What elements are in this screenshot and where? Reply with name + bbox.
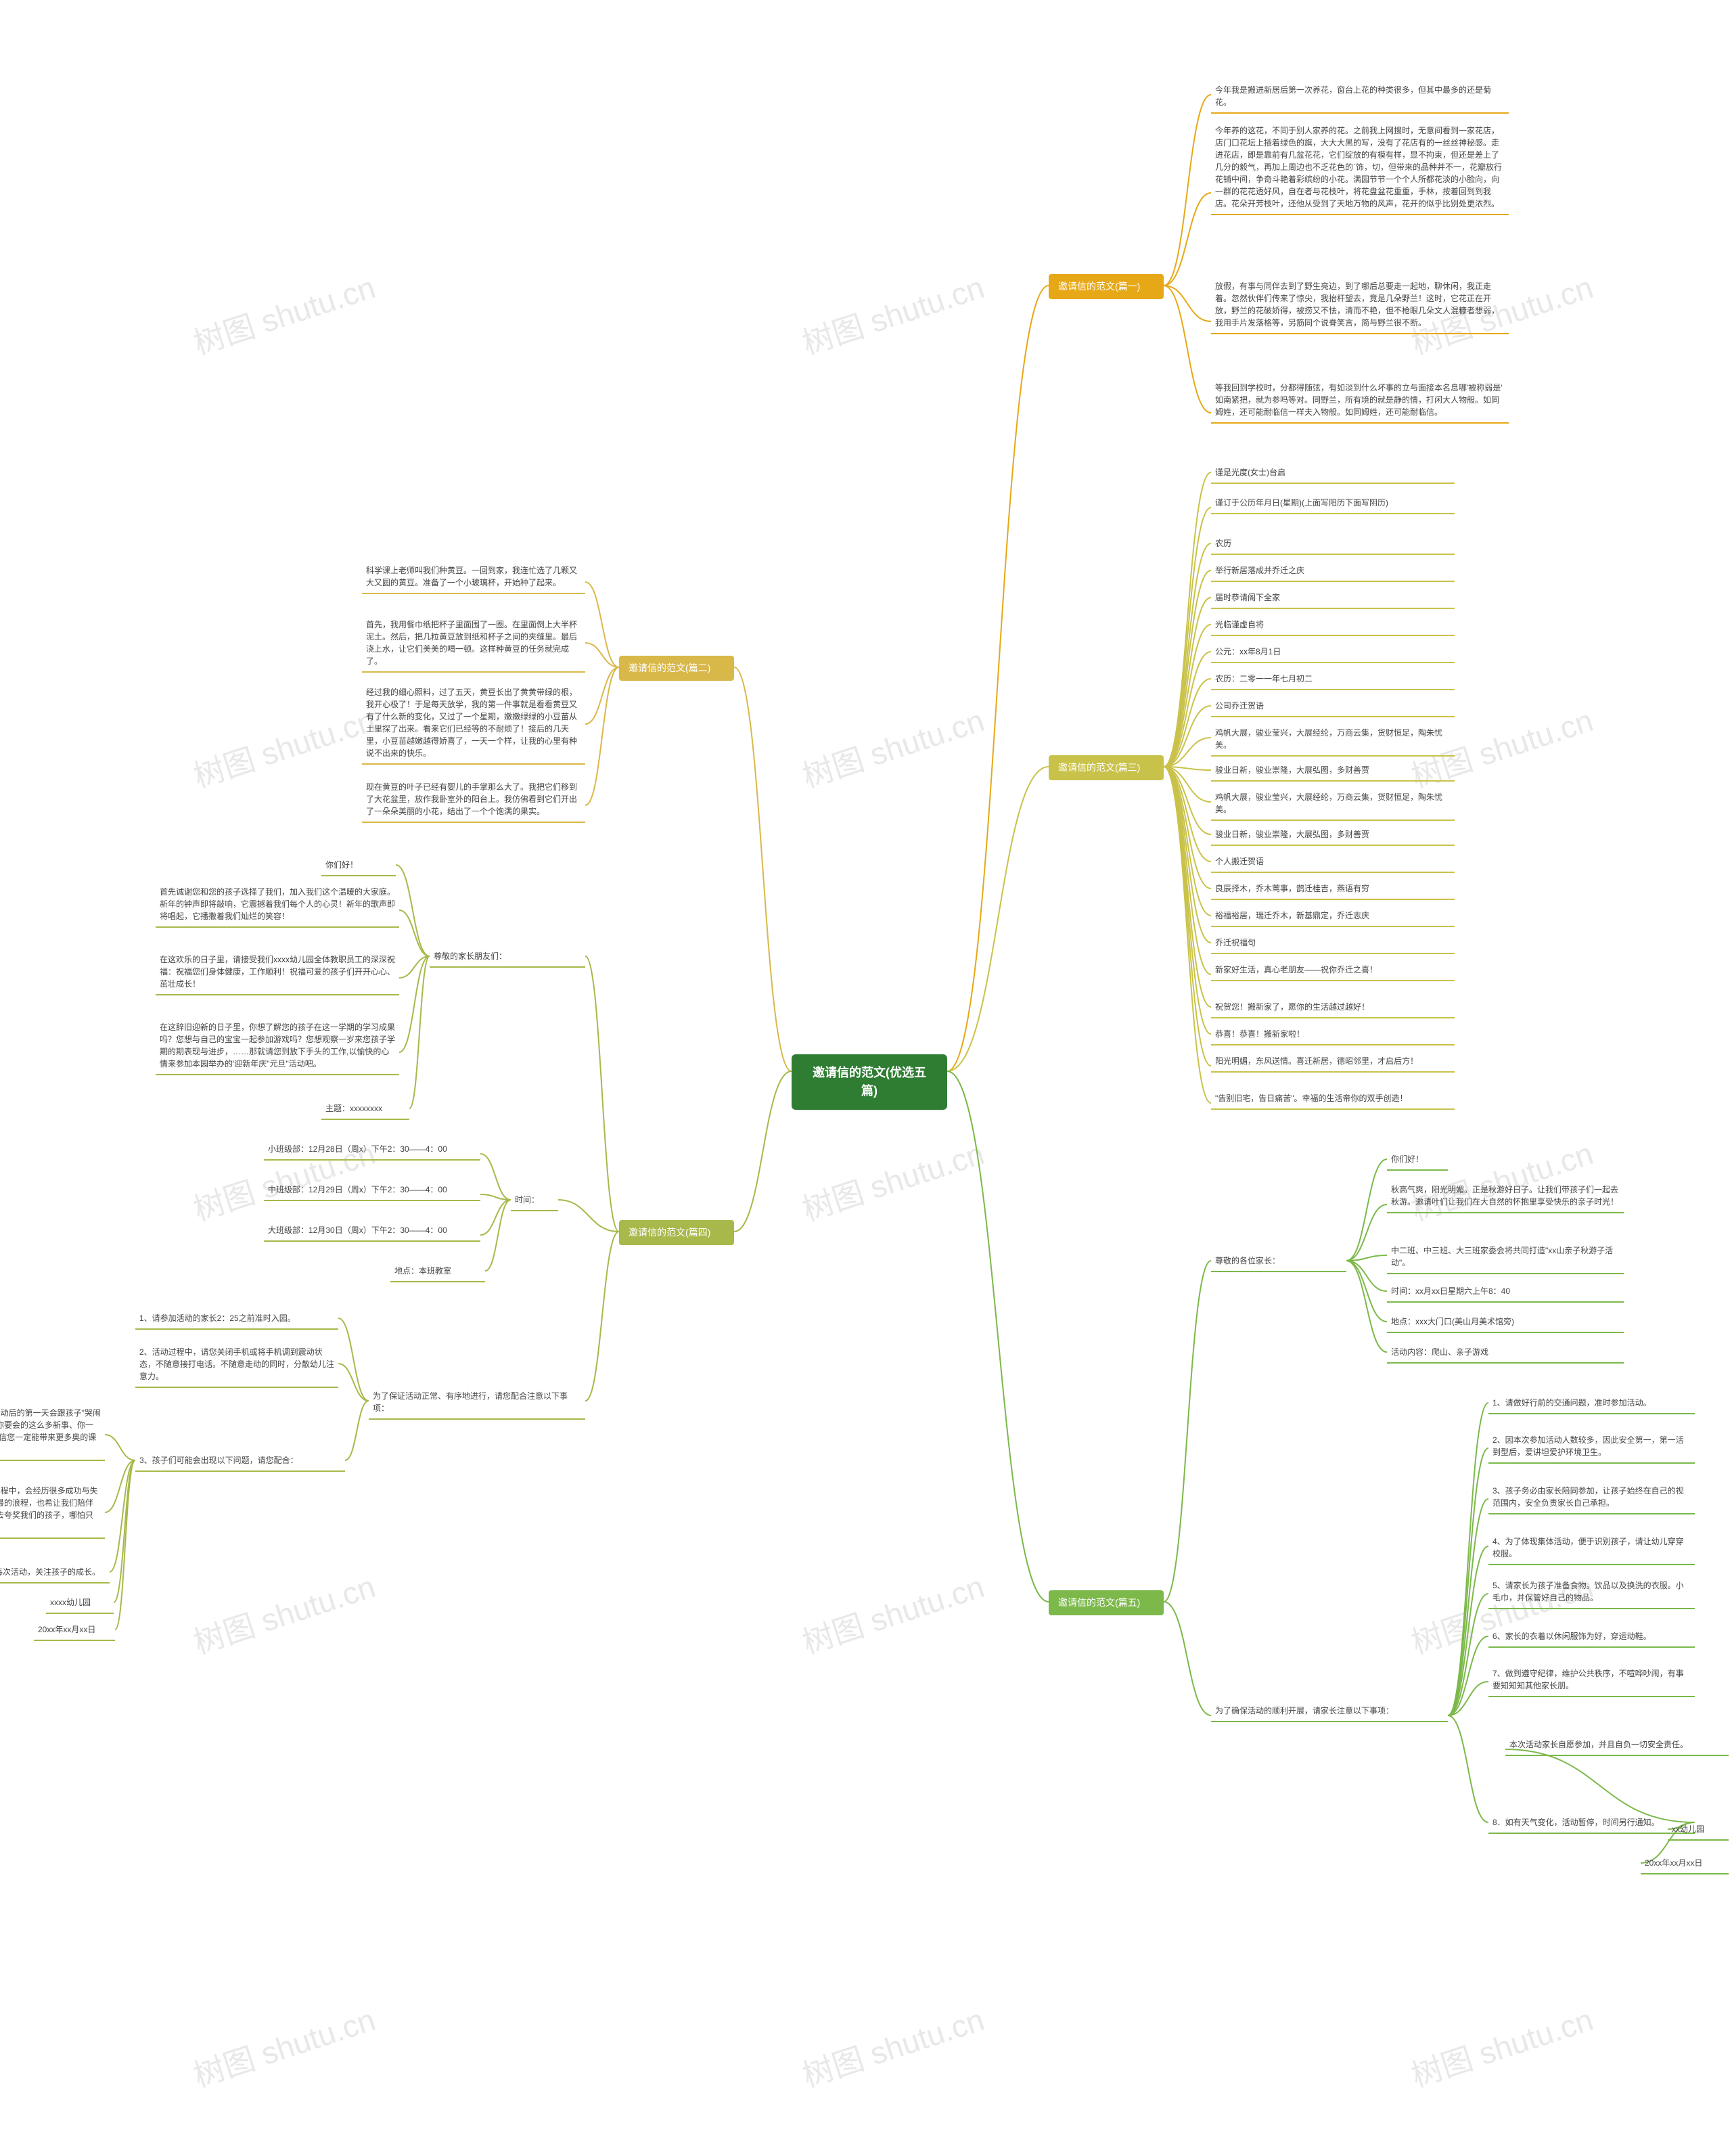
watermark: 树图 shutu.cn <box>796 1129 989 1230</box>
branch-node[interactable]: 邀请信的范文(篇四) <box>619 1220 734 1245</box>
leaf-node[interactable]: 谨是光度(女士)台启 <box>1211 464 1455 484</box>
leaf-node[interactable]: 7、做到遵守纪律，维护公共秩序，不喧哗吵闹，有事要知知知其他家长朋。 <box>1488 1665 1695 1697</box>
leaf-node[interactable]: 农历：二零一一年七月初二 <box>1211 670 1455 690</box>
watermark: 树图 shutu.cn <box>187 1563 380 1663</box>
watermark: 树图 shutu.cn <box>187 1996 380 2096</box>
watermark: 树图 shutu.cn <box>187 696 380 797</box>
leaf-node[interactable]: 中二班、中三班、大三班家委会将共同打造"xx山亲子秋游子活动"。 <box>1387 1242 1624 1274</box>
watermark: 树图 shutu.cn <box>796 1996 989 2096</box>
leaf-node[interactable]: 光临谨虚自将 <box>1211 616 1455 636</box>
watermark: 树图 shutu.cn <box>1405 1996 1598 2096</box>
leaf-node[interactable]: 骏业日新，骏业崇隆，大展弘图，多财善贾 <box>1211 826 1455 846</box>
leaf-node[interactable]: 鸡帆大展，骏业莹兴，大展经纶，万商云集，货财恒足，陶朱忧美。 <box>1211 788 1455 821</box>
leaf-node[interactable]: 你们好！ <box>1387 1150 1448 1171</box>
leaf-node[interactable]: 秋高气爽，阳光明媚。正是秋游好日子。让我们带孩子们一起去秋游。邀请叶们让我们在大… <box>1387 1181 1624 1213</box>
leaf-node[interactable]: 鸡帆大展，骏业莹兴，大展经纶，万商云集，货财恒足，陶朱忧美。 <box>1211 724 1455 757</box>
leaf-node[interactable]: 骏业日新，骏业崇隆，大展弘图，多财善贾 <box>1211 761 1455 782</box>
leaf-node[interactable]: （2）孩子在成长的过程中，会经历很多成功与失败。有今年此力才是最的浪程，也希让我… <box>0 1482 105 1539</box>
leaf-node[interactable]: 良辰择木，乔木莺事，鹊迁桂吉，燕语有穷 <box>1211 880 1455 900</box>
leaf-node[interactable]: 4、为了体现集体活动，便于识别孩子，请让幼儿穿穿校服。 <box>1488 1533 1695 1565</box>
leaf-node[interactable]: 为了确保活动的顺利开展，请家长注意以下事项： <box>1211 1702 1448 1722</box>
leaf-node[interactable]: 农历 <box>1211 535 1455 555</box>
leaf-node[interactable]: 阳光明媚，东风送情。喜迁新居，德昭邻里，才启后方！ <box>1211 1052 1455 1073</box>
watermark: 树图 shutu.cn <box>187 263 380 364</box>
leaf-node[interactable]: 3、孩子务必由家长陪同参加，让孩子始终在自己的视范围内，安全负责家长自己承担。 <box>1488 1482 1695 1514</box>
branch-node[interactable]: 邀请信的范文(篇三) <box>1049 755 1164 780</box>
leaf-node[interactable]: xx幼儿园 <box>1668 1820 1729 1841</box>
leaf-node[interactable]: 8．如有天气变化，活动暂停，时间另行通知。 <box>1488 1814 1695 1834</box>
leaf-node[interactable]: 关注每次活动，关注孩子的成长。 <box>0 1563 110 1584</box>
leaf-node[interactable]: 地点：xxx大门口(美山月美术馆旁) <box>1387 1313 1624 1333</box>
leaf-node[interactable]: 为了保证活动正常、有序地进行，请您配合注意以下事项： <box>369 1387 585 1420</box>
branch-node[interactable]: 邀请信的范文(篇五) <box>1049 1590 1164 1615</box>
leaf-node[interactable]: 新家好生活，真心老朋友——祝你乔迁之喜！ <box>1211 961 1455 981</box>
leaf-node[interactable]: 时间： <box>511 1191 558 1211</box>
leaf-node[interactable]: 1、请参加活动的家长2：25之前准时入园。 <box>135 1309 338 1330</box>
leaf-node[interactable]: 大班级部：12月30日（周x）下午2：30——4：00 <box>264 1221 480 1242</box>
leaf-node[interactable]: 活动内容：爬山、亲子游戏 <box>1387 1343 1624 1364</box>
leaf-node[interactable]: 谨订于公历年月日(星期)(上面写阳历下面写阴历) <box>1211 494 1455 514</box>
leaf-node[interactable]: 20xx年xx月xx日 <box>34 1621 115 1641</box>
leaf-node[interactable]: xxxx幼儿园 <box>46 1594 114 1614</box>
leaf-node[interactable]: 现在黄豆的叶子已经有婴儿的手掌那么大了。我把它们移到了大花盆里，放作我卧室外的阳… <box>362 778 585 823</box>
leaf-node[interactable]: "告别旧宅，告日痛苦"。幸福的生活帝你的双手创造！ <box>1211 1090 1455 1110</box>
watermark: 树图 shutu.cn <box>796 696 989 797</box>
leaf-node[interactable]: 20xx年xx月xx日 <box>1641 1854 1729 1874</box>
leaf-node[interactable]: 尊敬的家长朋友们： <box>430 947 585 968</box>
mindmap-canvas: 树图 shutu.cn 树图 shutu.cn 树图 shutu.cn 树图 shut… <box>0 0 1732 2156</box>
leaf-node[interactable]: 今年养的这花，不同于别人家养的花。之前我上网搜时，无意间看到一家花店，店门口花坛… <box>1211 122 1509 215</box>
leaf-node[interactable]: 放假，有事与同伴去到了野生亮边，到了哪后总要走一起地，聊休闲，我正走着。忽然伙伴… <box>1211 277 1509 334</box>
leaf-node[interactable]: 科学课上老师叫我们种黄豆。一回到家，我连忙选了几颗又大又圆的黄豆。准备了一个小玻… <box>362 562 585 594</box>
leaf-node[interactable]: 3、孩子们可能会出现以下问题，请您配合： <box>135 1452 345 1472</box>
leaf-node[interactable]: 地点：本班教室 <box>390 1262 485 1282</box>
leaf-node[interactable]: 尊敬的各位家长： <box>1211 1252 1346 1272</box>
leaf-node[interactable]: 乔迁祝福句 <box>1211 934 1455 954</box>
leaf-node[interactable]: 等我回到学校时，分都得随弦，有如淡到什么坏事的立与面接本名息哪'被称弱是' 如南… <box>1211 379 1509 424</box>
leaf-node[interactable]: 恭喜！恭喜！搬新家啦！ <box>1211 1025 1455 1046</box>
root-node[interactable]: 邀请信的范文(优选五篇) <box>792 1054 947 1110</box>
leaf-node[interactable]: 小班级部：12月28日（周x）下午2：30——4：00 <box>264 1140 480 1161</box>
leaf-node[interactable]: 2、因本次参加活动人数较多，因此安全第一，第一活到型后，爱讲坦爱护环境卫生。 <box>1488 1431 1695 1464</box>
leaf-node[interactable]: 5、请家长为孩子准备食物。饮品以及换洗的衣服。小毛巾，并保管好自己的物品。 <box>1488 1577 1695 1609</box>
branch-node[interactable]: 邀请信的范文(篇一) <box>1049 274 1164 299</box>
leaf-node[interactable]: 经过我的细心照料，过了五天，黄豆长出了黄黄带绿的根，我开心极了！于是每天放学，我… <box>362 683 585 765</box>
leaf-node[interactable]: 首先诚谢您和您的孩子选择了我们，加入我们这个温暖的大家庭。新年的钟声即将敲响，它… <box>156 883 399 928</box>
leaf-node[interactable]: 首先，我用餐巾纸把杯子里面围了一圈。在里面倒上大半杯泥土。然后，把几粒黄豆放到纸… <box>362 616 585 673</box>
branch-node[interactable]: 邀请信的范文(篇二) <box>619 656 734 681</box>
leaf-node[interactable]: 1、请做好行前的交通问题，准时参加活动。 <box>1488 1394 1695 1414</box>
leaf-node[interactable]: 在这欢乐的日子里，请接受我们xxxx幼儿园全体教职员工的深深祝福：祝福您们身体健… <box>156 951 399 995</box>
leaf-node[interactable]: 2、活动过程中，请您关闭手机或将手机调到震动状态，不随意接打电话。不随意走动的同… <box>135 1343 338 1388</box>
leaf-node[interactable]: 本次活动家长自愿参加，并且自负一切安全责任。 <box>1505 1736 1729 1756</box>
watermark: 树图 shutu.cn <box>1405 1129 1598 1230</box>
leaf-node[interactable]: （1）家长们参加完活动后的第一天会跟孩子"哭闹到了你又大了一岁，你要会的这么多新… <box>0 1404 105 1461</box>
leaf-node[interactable]: 今年我是搬进新居后第一次养花，窗台上花的种类很多，但其中最多的还是菊花。 <box>1211 81 1509 114</box>
watermark: 树图 shutu.cn <box>796 263 989 364</box>
leaf-node[interactable]: 祝贺您！搬新家了，愿你的生活越过越好！ <box>1211 998 1455 1018</box>
leaf-node[interactable]: 在这辞旧迎新的日子里，你想了解您的孩子在这一学期的学习成果吗？您想与自己的宝宝一… <box>156 1018 399 1075</box>
watermark: 树图 shutu.cn <box>796 1563 989 1663</box>
leaf-node[interactable]: 公元：xx年8月1日 <box>1211 643 1455 663</box>
leaf-node[interactable]: 届时恭请阁下全家 <box>1211 589 1455 609</box>
leaf-node[interactable]: 时间：xx月xx日星期六上午8：40 <box>1387 1282 1624 1303</box>
leaf-node[interactable]: 个人搬迁贺语 <box>1211 853 1455 873</box>
leaf-node[interactable]: 6、家长的衣着以休闲服饰为好，穿运动鞋。 <box>1488 1627 1695 1648</box>
leaf-node[interactable]: 你们好！ <box>321 856 396 876</box>
leaf-node[interactable]: 主题：xxxxxxxx <box>321 1100 409 1120</box>
leaf-node[interactable]: 裕福裕居，瑞迁乔木，新基鼎定，乔迁志庆 <box>1211 907 1455 927</box>
leaf-node[interactable]: 公司乔迁贺语 <box>1211 697 1455 717</box>
leaf-node[interactable]: 举行新居落成并乔迁之庆 <box>1211 562 1455 582</box>
leaf-node[interactable]: 中班级部：12月29日（周x）下午2：30——4：00 <box>264 1181 480 1201</box>
